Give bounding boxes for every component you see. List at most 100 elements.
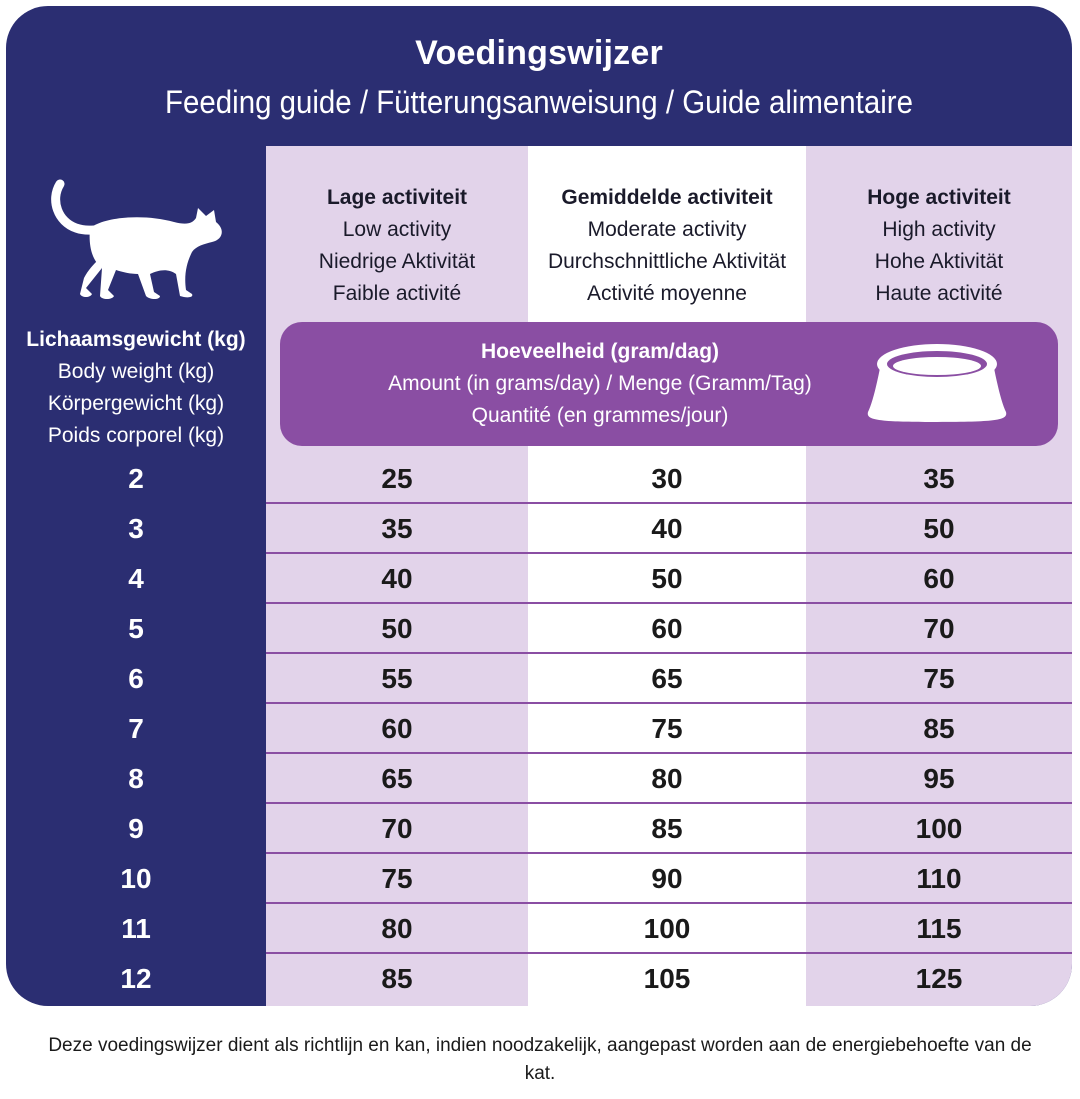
page-subtitle: Feeding guide / Fütterungsanweisung / Gu…: [165, 84, 913, 120]
body-weight-label-de: Körpergewicht (kg): [47, 392, 225, 415]
weight-cell: 2: [128, 463, 144, 494]
table-row: 4 40 50 60: [6, 554, 1072, 604]
footnote: Deze voedingswijzer dient als richtlijn …: [48, 1035, 1032, 1084]
high-activity-column: [806, 146, 1072, 1006]
high-activity-amount-cell: 100: [915, 813, 963, 844]
high-activity-amount-cell: 95: [923, 763, 955, 794]
row-divider: [266, 752, 1072, 754]
low-activity-amount-cell: 65: [381, 763, 413, 794]
amount-label-fr: Quantité (en grammes/jour): [471, 404, 729, 427]
row-divider: [266, 652, 1072, 654]
moderate-activity-amount-cell: 30: [651, 463, 683, 494]
table-row: 3 35 40 50: [6, 504, 1072, 554]
moderate-activity-amount-cell: 105: [643, 963, 691, 994]
body-weight-label-nl: Lichaamsgewicht (kg): [26, 328, 246, 351]
table-row: 11 80 100 115: [6, 904, 1072, 954]
moderate-activity-amount-cell: 50: [651, 563, 683, 594]
amount-header: Hoeveelheid (gram/dag) Amount (in grams/…: [300, 336, 900, 432]
moderate-activity-amount-cell: 90: [651, 863, 683, 894]
row-divider: [266, 952, 1072, 954]
weight-cell: 5: [128, 613, 144, 644]
row-divider: [266, 902, 1072, 904]
high-activity-amount-cell: 125: [915, 963, 963, 994]
activity-label-de: Niedrige Aktivität: [318, 250, 476, 273]
weight-cell: 9: [128, 813, 144, 844]
header: Voedingswijzer Feeding guide / Fütterung…: [6, 6, 1072, 144]
high-activity-amount-cell: 85: [923, 713, 955, 744]
activity-label-nl: Gemiddelde activiteit: [561, 186, 773, 209]
weight-cell: 6: [128, 663, 144, 694]
weight-cell: 10: [120, 863, 152, 894]
activity-label-en: Low activity: [342, 218, 452, 241]
activity-label-de: Durchschnittliche Aktivität: [547, 250, 787, 273]
high-activity-header: Hoge activiteit High activity Hohe Aktiv…: [806, 182, 1072, 310]
moderate-activity-amount-cell: 60: [651, 613, 683, 644]
moderate-activity-amount-cell: 85: [651, 813, 683, 844]
body-weight-label-en: Body weight (kg): [57, 360, 215, 383]
body-weight-label-fr: Poids corporel (kg): [47, 424, 225, 447]
low-activity-amount-cell: 50: [381, 613, 413, 644]
page-title: Voedingswijzer: [415, 34, 663, 72]
high-activity-amount-cell: 50: [923, 513, 955, 544]
amount-header-bar: Hoeveelheid (gram/dag) Amount (in grams/…: [280, 322, 1058, 446]
weight-cell: 12: [120, 963, 152, 994]
moderate-activity-amount-cell: 65: [651, 663, 683, 694]
activity-label-en: Moderate activity: [587, 218, 747, 241]
weight-cell: 8: [128, 763, 144, 794]
activity-label-de: Hohe Aktivität: [874, 250, 1004, 273]
moderate-activity-amount-cell: 100: [643, 913, 691, 944]
table-row: 6 55 65 75: [6, 654, 1072, 704]
activity-label-nl: Lage activiteit: [326, 186, 468, 209]
bowl-icon: [867, 344, 1007, 422]
weight-cell: 7: [128, 713, 144, 744]
low-activity-amount-cell: 80: [381, 913, 413, 944]
low-activity-amount-cell: 35: [381, 513, 413, 544]
high-activity-amount-cell: 110: [916, 863, 962, 894]
table-row: 9 70 85 100: [6, 804, 1072, 854]
row-divider: [266, 852, 1072, 854]
table-row: 2 25 30 35: [6, 454, 1072, 504]
low-activity-amount-cell: 55: [381, 663, 413, 694]
moderate-activity-header: Gemiddelde activiteit Moderate activity …: [528, 182, 806, 310]
weight-cell: 4: [128, 563, 144, 594]
low-activity-amount-cell: 70: [381, 813, 413, 844]
low-activity-column: [266, 146, 528, 1006]
activity-label-nl: Hoge activiteit: [867, 186, 1011, 209]
high-activity-amount-cell: 75: [923, 663, 955, 694]
weight-cell: 3: [128, 513, 144, 544]
row-divider: [266, 702, 1072, 704]
table-row: 8 65 80 95: [6, 754, 1072, 804]
row-divider: [266, 552, 1072, 554]
low-activity-amount-cell: 40: [381, 563, 413, 594]
high-activity-amount-cell: 35: [923, 463, 955, 494]
row-divider: [266, 502, 1072, 504]
high-activity-amount-cell: 115: [916, 913, 962, 944]
low-activity-amount-cell: 85: [381, 963, 413, 994]
table-row: 10 75 90 110: [6, 854, 1072, 904]
body-weight-header: Lichaamsgewicht (kg) Body weight (kg) Kö…: [6, 324, 266, 452]
low-activity-amount-cell: 75: [381, 863, 413, 894]
low-activity-amount-cell: 60: [381, 713, 413, 744]
amount-label-nl: Hoeveelheid (gram/dag): [480, 340, 720, 363]
cat-icon: [51, 179, 222, 299]
low-activity-header: Lage activiteit Low activity Niedrige Ak…: [266, 182, 528, 310]
amount-label-en-de: Amount (in grams/day) / Menge (Gramm/Tag…: [388, 372, 812, 395]
row-divider: [266, 802, 1072, 804]
moderate-activity-amount-cell: 40: [651, 513, 683, 544]
table-row: 12 85 105 125: [6, 954, 1072, 1004]
moderate-activity-column: [528, 146, 806, 1006]
table-row: 5 50 60 70: [6, 604, 1072, 654]
activity-label-en: High activity: [882, 218, 996, 241]
feeding-guide-card: Voedingswijzer Feeding guide / Fütterung…: [6, 6, 1072, 1006]
moderate-activity-amount-cell: 75: [651, 713, 683, 744]
activity-label-fr: Activité moyenne: [587, 282, 747, 305]
high-activity-amount-cell: 60: [923, 563, 955, 594]
low-activity-amount-cell: 25: [381, 463, 413, 494]
weight-cell: 11: [121, 913, 151, 944]
activity-label-fr: Haute activité: [875, 282, 1003, 305]
high-activity-amount-cell: 70: [923, 613, 955, 644]
moderate-activity-amount-cell: 80: [651, 763, 683, 794]
table-row: 7 60 75 85: [6, 704, 1072, 754]
row-divider: [266, 602, 1072, 604]
activity-label-fr: Faible activité: [332, 282, 462, 305]
